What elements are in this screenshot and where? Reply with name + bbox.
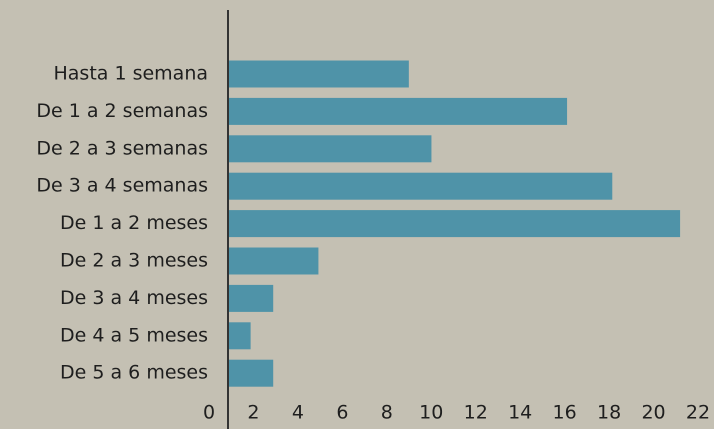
y-tick-label: De 4 a 5 meses — [60, 324, 208, 346]
x-tick-label: 4 — [292, 402, 304, 424]
y-tick-label: De 2 a 3 semanas — [36, 137, 208, 159]
x-tick-label: 22 — [686, 402, 710, 424]
bar — [228, 210, 681, 238]
x-tick-label: 10 — [419, 402, 443, 424]
bar — [228, 322, 251, 350]
y-tick-label: De 3 a 4 semanas — [36, 175, 208, 197]
x-tick-label: 16 — [553, 402, 577, 424]
bar — [228, 247, 319, 275]
x-tick-label: 8 — [381, 402, 393, 424]
x-tick-label: 0 — [203, 402, 215, 424]
y-tick-label: De 3 a 4 meses — [60, 287, 208, 309]
y-tick-label: De 5 a 6 meses — [60, 362, 208, 384]
bar — [228, 284, 274, 312]
x-tick-label: 6 — [336, 402, 348, 424]
bar — [228, 60, 409, 88]
bar — [228, 172, 613, 200]
y-tick-label: De 1 a 2 semanas — [36, 100, 208, 122]
bar — [228, 135, 432, 163]
y-tick-label: Hasta 1 semana — [53, 63, 208, 85]
y-tick-label: De 1 a 2 meses — [60, 212, 208, 234]
x-tick-label: 2 — [247, 402, 259, 424]
x-tick-label: 20 — [641, 402, 665, 424]
bar — [228, 359, 274, 387]
x-tick-label: 18 — [597, 402, 621, 424]
x-tick-label: 12 — [464, 402, 488, 424]
y-tick-label: De 2 a 3 meses — [60, 250, 208, 272]
bar — [228, 97, 568, 125]
x-tick-label: 14 — [508, 402, 532, 424]
